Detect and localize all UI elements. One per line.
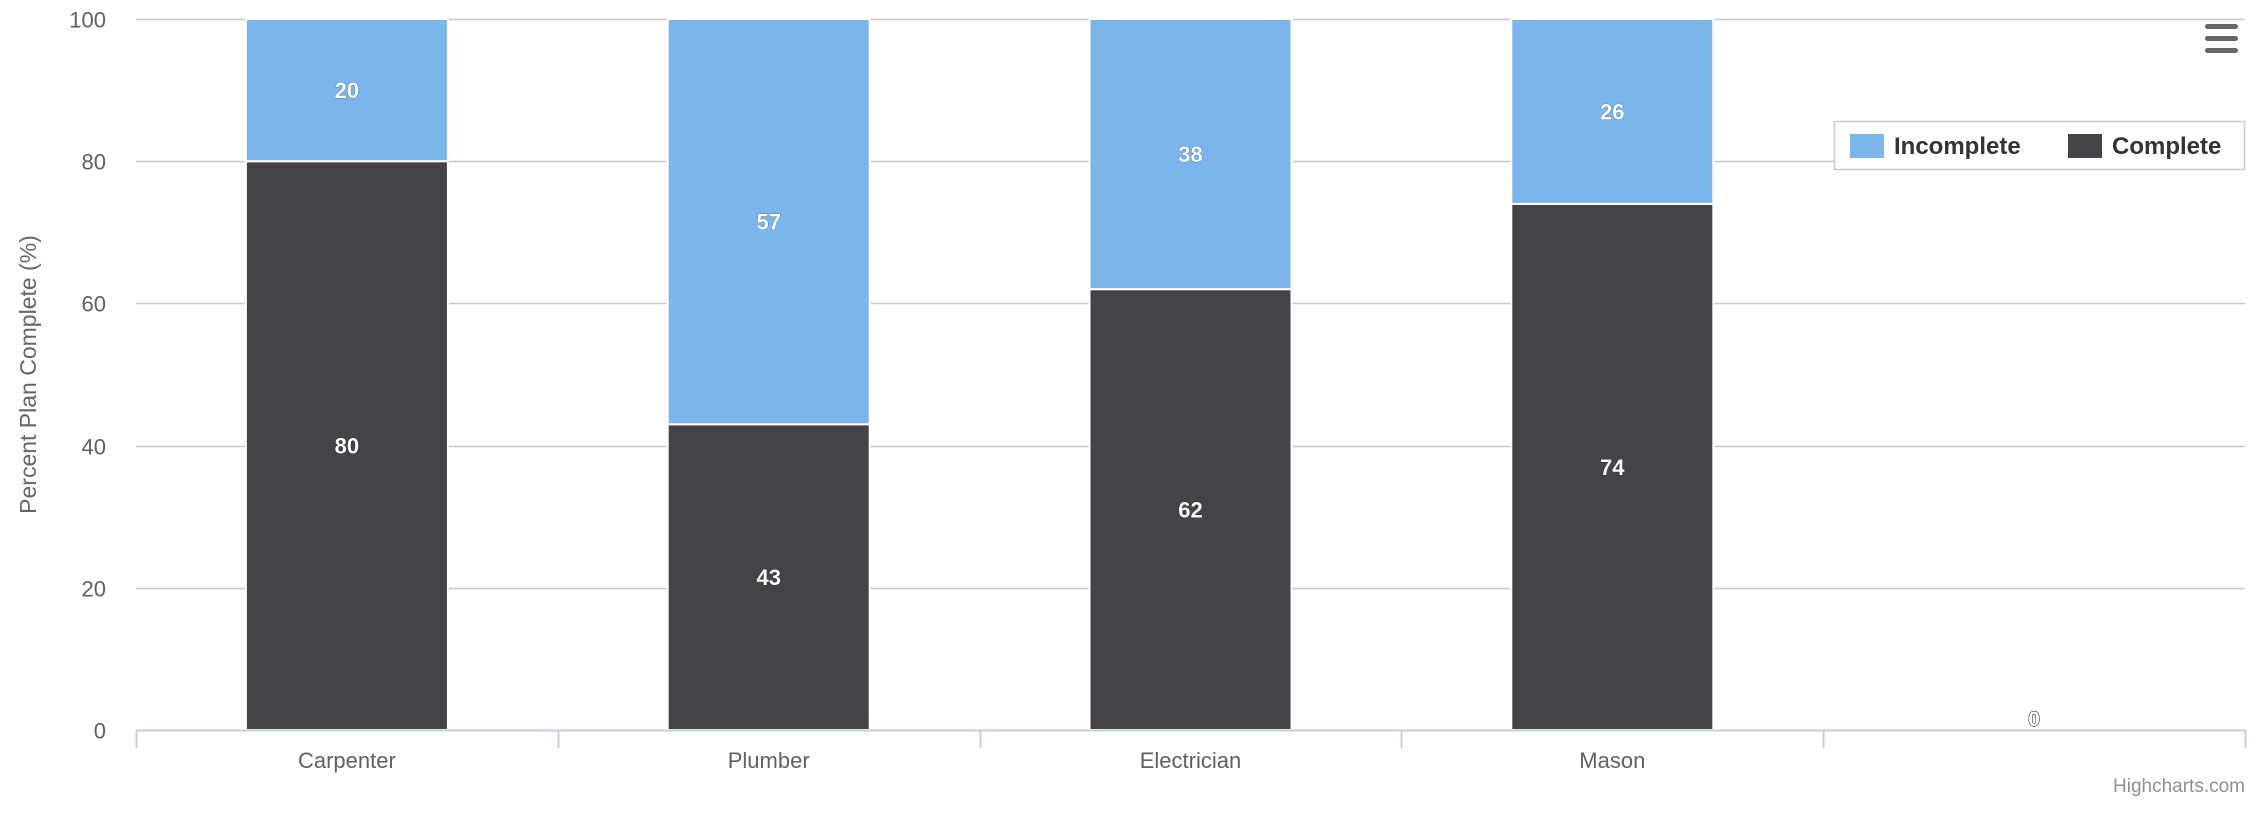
legend-box: [1833, 120, 2246, 171]
legend-swatch: [2068, 134, 2102, 158]
y-tick-label: 40: [82, 435, 106, 460]
credits-link[interactable]: Highcharts.com: [2113, 776, 2245, 797]
bar-data-label: 38: [1178, 142, 1202, 167]
bar-data-label: 62: [1178, 498, 1202, 523]
x-tick-label: Carpenter: [298, 748, 396, 773]
y-tick-label: 60: [82, 292, 106, 317]
hamburger-menu-icon: [2205, 24, 2238, 53]
bar-incomplete-plumber[interactable]: [666, 18, 871, 426]
legend-item-complete[interactable]: Complete: [2068, 133, 2221, 160]
y-tick-label: 0: [94, 719, 106, 744]
bar-incomplete-mason[interactable]: [1510, 18, 1715, 205]
legend-label: Incomplete: [1894, 133, 2021, 160]
bar-data-label: 74: [1600, 455, 1625, 480]
legend: Incomplete Complete: [1833, 120, 2246, 171]
x-tick-label: Plumber: [728, 748, 810, 773]
axes: 0 20 40 60 80 100 Carpenter Plumber Electrician M…: [69, 8, 2247, 773]
bar-data-label: 20: [335, 78, 359, 103]
bar-data-label: 43: [756, 565, 780, 590]
bar-complete-mason[interactable]: [1510, 202, 1715, 732]
bar-data-label: 57: [756, 210, 780, 235]
legend-item-incomplete[interactable]: Incomplete: [1850, 133, 2021, 160]
y-tick-label: 80: [82, 150, 106, 175]
bar-incomplete-carpenter[interactable]: [244, 18, 449, 163]
legend-swatch: [1850, 134, 1884, 158]
bar-data-label: 80: [335, 434, 359, 459]
bars: [244, 18, 1715, 732]
y-tick-label: 100: [69, 8, 106, 33]
legend-label: Complete: [2112, 133, 2221, 160]
x-tick-label: Mason: [1579, 748, 1645, 773]
bar-complete-carpenter[interactable]: [244, 160, 449, 731]
x-tick-label: Electrician: [1140, 748, 1241, 773]
y-tick-label: 20: [82, 577, 106, 602]
bar-incomplete-electrician[interactable]: [1088, 18, 1293, 291]
bar-data-label: 26: [1600, 99, 1624, 124]
data-labels: 80 20 43 57 62 38 74 26 0: [334, 78, 2040, 732]
chart-menu-button[interactable]: [2196, 16, 2244, 60]
y-axis-title: Percent Plan Complete (%): [15, 235, 41, 514]
empty-category-data-label: 0: [2028, 708, 2040, 731]
